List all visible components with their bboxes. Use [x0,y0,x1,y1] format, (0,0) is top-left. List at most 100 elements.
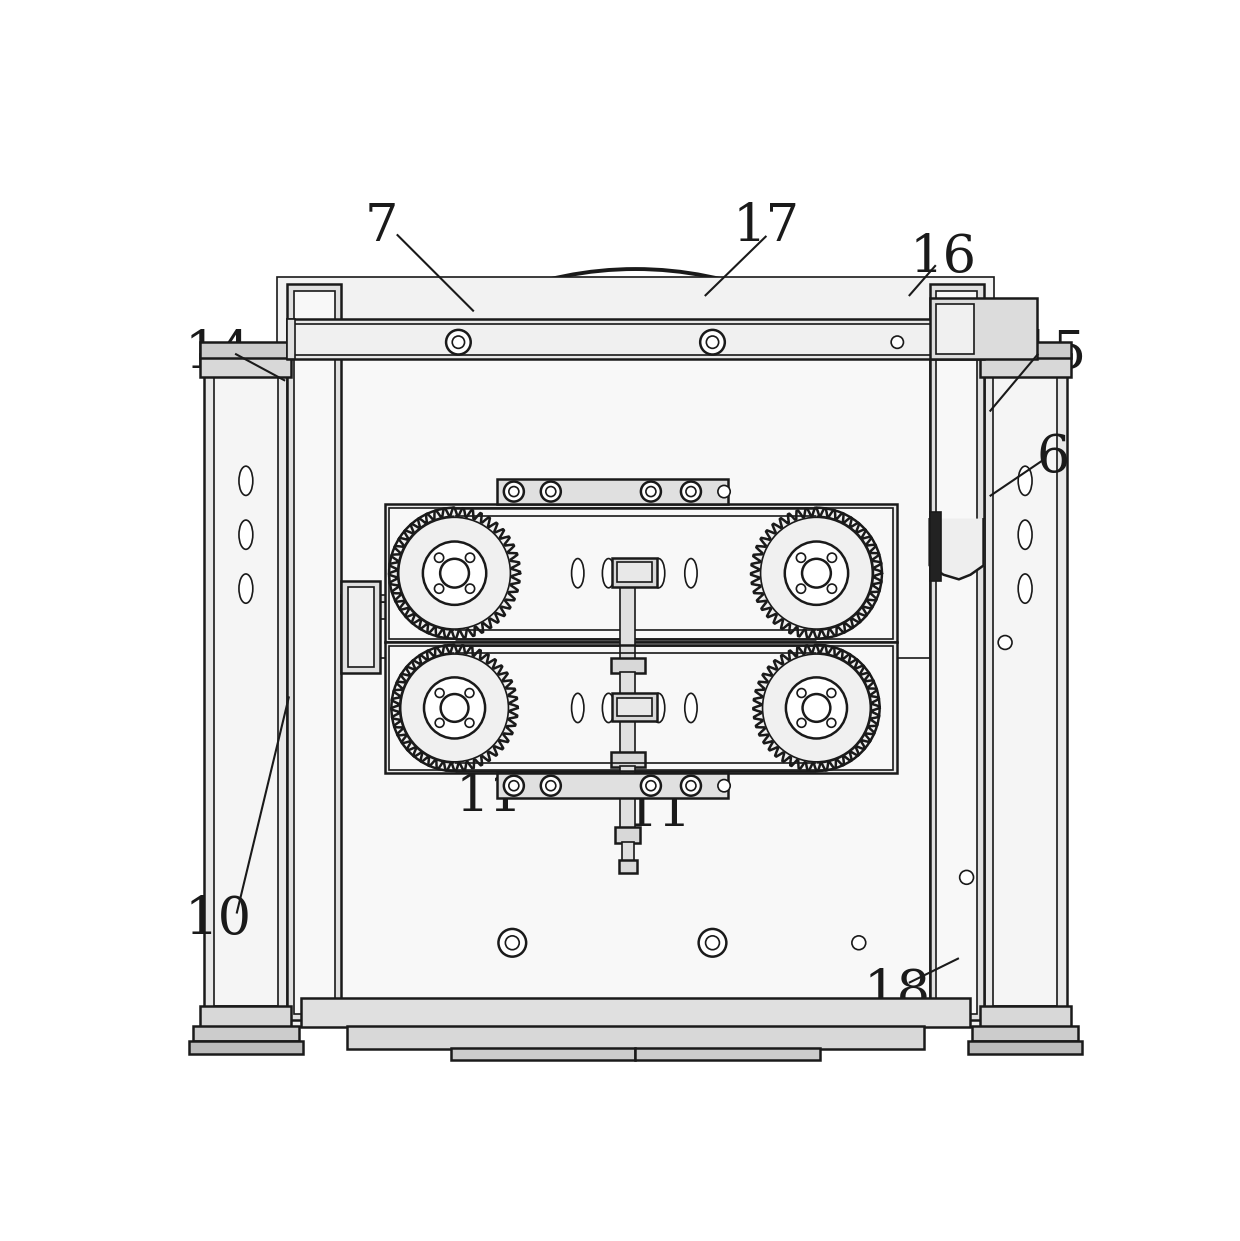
Bar [983,365,1066,1013]
Bar [347,587,374,668]
Ellipse shape [572,558,584,588]
Bar [611,658,645,674]
Circle shape [401,654,508,762]
Ellipse shape [1018,573,1032,603]
Bar [389,647,894,769]
Bar [930,284,983,1020]
Ellipse shape [603,558,615,588]
Circle shape [465,553,475,562]
Text: 18: 18 [864,967,931,1019]
Bar [993,371,1058,1006]
Circle shape [827,719,836,727]
Bar [213,371,278,1006]
Polygon shape [751,508,882,639]
Circle shape [434,553,444,562]
Circle shape [546,486,556,496]
Bar [936,304,975,354]
Text: 11: 11 [625,787,692,838]
Circle shape [797,689,806,697]
Polygon shape [930,519,983,580]
Ellipse shape [1018,520,1032,550]
Bar [620,586,635,671]
Circle shape [681,482,701,501]
Bar [347,1026,924,1049]
Circle shape [453,336,465,349]
Bar [389,508,894,639]
Text: 16: 16 [910,232,977,283]
Text: 11: 11 [455,771,523,822]
Bar [201,354,291,377]
Bar [386,643,898,773]
Text: 17: 17 [733,201,800,252]
Bar [201,343,291,357]
Text: 7: 7 [365,201,398,252]
Ellipse shape [239,520,253,550]
Bar [621,841,634,862]
Circle shape [424,678,485,738]
Bar [497,773,728,798]
Circle shape [465,689,474,697]
Circle shape [465,719,474,727]
Ellipse shape [684,694,697,722]
Circle shape [503,482,523,501]
Circle shape [718,485,730,498]
Bar [450,1047,635,1060]
Ellipse shape [603,694,615,722]
Bar [497,479,728,504]
Ellipse shape [572,694,584,722]
Circle shape [641,776,661,795]
Bar [611,752,645,767]
Bar [980,1006,1070,1028]
Circle shape [718,779,730,792]
Circle shape [435,689,444,697]
Circle shape [274,269,997,993]
Bar [192,1026,299,1041]
Bar [620,766,635,829]
Circle shape [760,517,872,629]
Circle shape [641,482,661,501]
Circle shape [827,585,837,593]
Bar [930,511,941,581]
Circle shape [465,585,475,593]
Circle shape [541,482,560,501]
Circle shape [503,776,523,795]
Bar [205,365,288,1013]
Ellipse shape [1018,467,1032,495]
Bar [278,277,993,1028]
Circle shape [998,635,1012,649]
Bar [620,671,635,766]
Circle shape [646,486,656,496]
Circle shape [786,678,847,738]
Polygon shape [389,508,520,639]
Bar [341,602,441,619]
Circle shape [440,558,469,587]
Bar [293,324,978,355]
Circle shape [686,486,696,496]
Bar [386,504,898,643]
Bar [613,694,657,721]
Circle shape [399,517,511,629]
Circle shape [785,541,848,604]
Circle shape [434,585,444,593]
Circle shape [960,870,973,885]
Circle shape [681,776,701,795]
Bar [618,697,652,716]
Ellipse shape [652,694,665,722]
Bar [618,562,652,582]
Circle shape [498,930,526,957]
Bar [980,343,1070,357]
Circle shape [802,558,831,587]
Text: 10: 10 [185,895,252,946]
Circle shape [892,336,904,349]
Ellipse shape [239,573,253,603]
Bar [972,1026,1079,1041]
Circle shape [446,330,471,355]
Polygon shape [392,645,517,771]
Bar [288,319,295,359]
Circle shape [546,781,556,791]
Ellipse shape [684,558,697,588]
Bar [294,290,335,1014]
Bar [288,319,983,359]
Bar [635,1047,821,1060]
Ellipse shape [652,558,665,588]
